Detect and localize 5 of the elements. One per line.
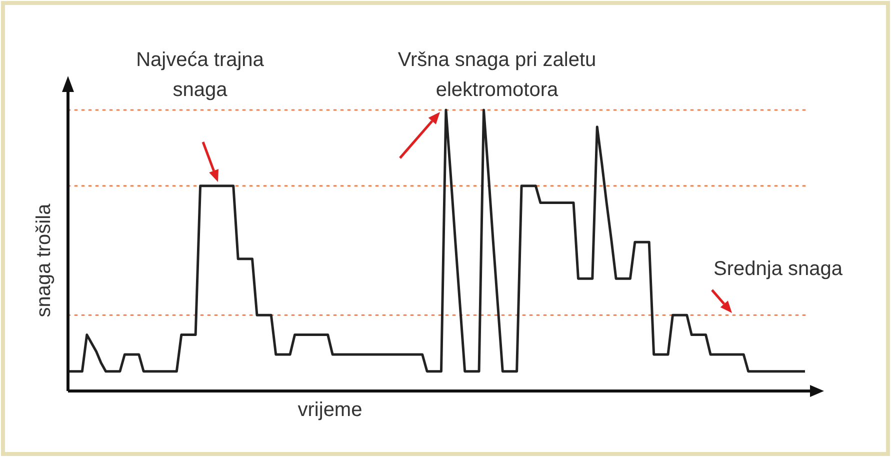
text: Najveća trajna snaga: [136, 49, 265, 101]
text: Vršna snaga pri zaletu elektromotora: [398, 49, 596, 101]
x-axis-title: vrijeme: [298, 399, 362, 421]
annotation: Srednja snaga: [714, 258, 844, 280]
y-axis-title: snaga trošila: [33, 202, 55, 318]
